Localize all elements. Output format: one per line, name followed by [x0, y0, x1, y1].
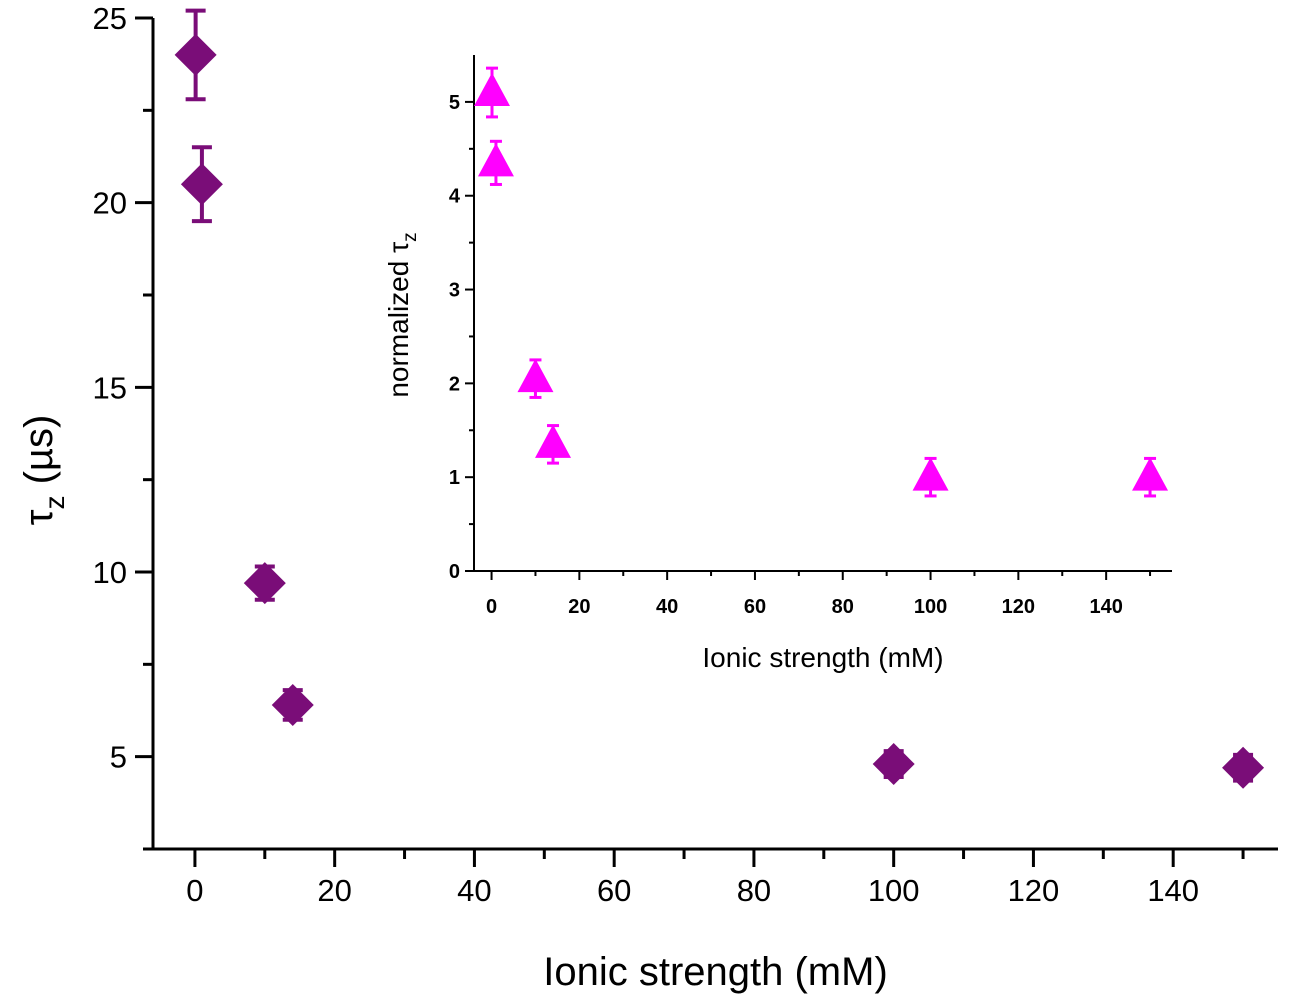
x-tick-label: 120: [1008, 873, 1060, 908]
y-tick-label: 20: [93, 186, 127, 221]
inset-y-axis-title-symbol: normalized τ: [383, 242, 414, 398]
inset-data-point: [535, 424, 572, 458]
data-point: [872, 743, 915, 786]
x-tick-label: 140: [1147, 873, 1199, 908]
data-point: [1222, 746, 1265, 789]
y-axis-title-unit: (µs): [17, 415, 61, 496]
inset-data-point: [473, 72, 510, 107]
x-tick-label: 100: [868, 873, 920, 908]
data-point: [271, 683, 314, 726]
inset-y-tick-label: 2: [449, 373, 460, 395]
inset-y-tick-label: 1: [449, 467, 460, 489]
x-tick-label: 20: [317, 873, 351, 908]
inset-x-tick-label: 80: [832, 596, 854, 618]
y-tick-label: 15: [93, 370, 127, 405]
inset-y-tick-label: 3: [449, 280, 460, 302]
y-tick-label: 5: [110, 740, 127, 775]
inset-y-axis-title-subscript: z: [400, 232, 421, 242]
x-tick-label: 60: [597, 873, 631, 908]
x-axis-title: Ionic strength (mM): [543, 950, 888, 994]
x-tick-label: 40: [457, 873, 491, 908]
inset-x-tick-label: 140: [1089, 596, 1122, 618]
inset-plot: 0 20 40 60 80 100 120 140 0 1 2 3 4 5 Ionic strength (…: [383, 55, 1172, 673]
inset-x-tick-label: 120: [1002, 596, 1035, 618]
y-axis-title: τz (µs): [17, 415, 70, 526]
inset-x-axis-title: Ionic strength (mM): [702, 642, 943, 673]
y-tick-label: 25: [93, 1, 127, 36]
inset-x-tick-label: 100: [914, 596, 947, 618]
y-axis-title-subscript: z: [39, 496, 70, 510]
x-tick-label: 0: [186, 873, 203, 908]
inset-data-point: [517, 358, 554, 393]
data-point: [180, 163, 223, 206]
inset-y-tick-label: 4: [449, 186, 461, 208]
inset-y-tick-label: 0: [449, 561, 460, 583]
x-tick-label: 80: [737, 873, 771, 908]
inset-y-axis-title: normalized τz: [383, 232, 421, 397]
inset-data-point: [477, 143, 514, 177]
data-point: [243, 562, 286, 605]
y-tick-label: 10: [93, 555, 127, 590]
y-axis-title-symbol: τ: [17, 509, 61, 525]
inset-y-tick-label: 5: [449, 92, 460, 114]
data-point: [174, 33, 217, 76]
inset-x-tick-label: 20: [568, 596, 590, 618]
inset-data-point: [1132, 457, 1169, 491]
inset-x-tick-label: 0: [486, 596, 497, 618]
inset-x-tick-label: 60: [744, 596, 766, 618]
inset-data-point: [912, 457, 949, 491]
inset-x-tick-label: 40: [656, 596, 678, 618]
